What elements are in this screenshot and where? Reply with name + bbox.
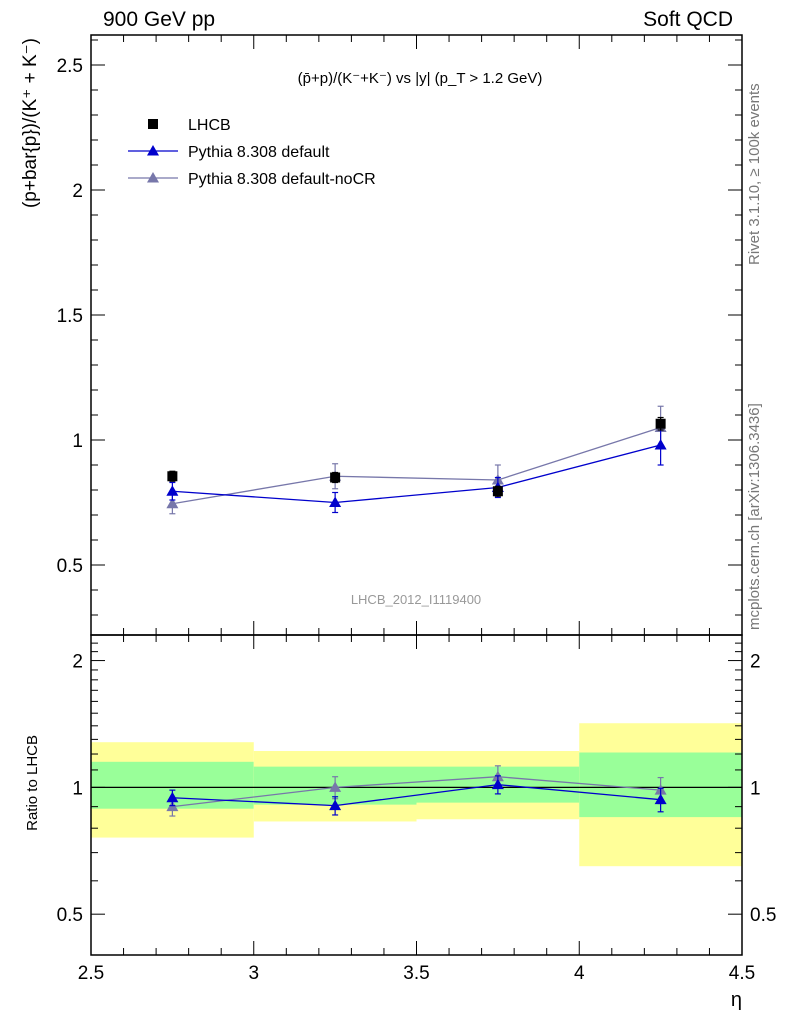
- ratio-point-default-1: [329, 799, 342, 811]
- legend-marker-noCR: [147, 172, 159, 183]
- main-y-tick-label: 2: [72, 181, 83, 202]
- main-y-tick-label: 2.5: [57, 56, 83, 77]
- legend-marker-default: [147, 145, 159, 156]
- main-y-axis-label: (p+bar{p})/(K⁺ + K⁻): [20, 38, 41, 208]
- ratio-y-tick-label-left: 1: [72, 778, 83, 799]
- ratio-point-default-0: [166, 791, 179, 803]
- legend: LHCB Pythia 8.308 default Pythia 8.308 def…: [128, 117, 376, 188]
- main-panel: 0.5 1 1.5 2 2.5 (p̄+p)/(K⁻+K⁻) vs |y| (p_T >…: [20, 34, 743, 636]
- ratio-y-tick-label-right: 1: [750, 778, 761, 799]
- data-point-default-1: [329, 496, 342, 507]
- data-point-default-3: [654, 439, 667, 450]
- data-point-noCR-0: [166, 497, 179, 509]
- x-tick-label: 4: [574, 963, 585, 984]
- ratio-y-tick-label-right: 2: [750, 652, 761, 673]
- legend-label-noCR: Pythia 8.308 default-noCR: [188, 171, 376, 188]
- ratio-point-default-3: [654, 793, 667, 805]
- series-line-default: [172, 444, 661, 504]
- data-point-data-0: [167, 471, 178, 482]
- main-y-tick-label: 1: [72, 431, 83, 452]
- legend-label-data: LHCB: [188, 117, 231, 134]
- ratio-line-noCR: [172, 776, 661, 808]
- ratio-y-axis-label: Ratio to LHCB: [24, 735, 41, 831]
- header-right-label: Soft QCD: [643, 8, 733, 31]
- ratio-y-tick-label-left: 0.5: [57, 905, 83, 926]
- data-point-default-0: [166, 485, 179, 496]
- legend-marker-data: [148, 119, 158, 129]
- ratio-point-default-2: [491, 778, 504, 790]
- main-chart-title: (p̄+p)/(K⁻+K⁻) vs |y| (p_T > 1.2 GeV): [298, 70, 543, 87]
- x-tick-label: 2.5: [78, 963, 104, 984]
- analysis-watermark: LHCB_2012_I1119400: [351, 592, 481, 607]
- main-y-tick-label: 1.5: [57, 306, 83, 327]
- ratio-panel: 0.5 0.5 1 1 2 2 2.5 3 3.5 4 4.5 Ratio to LHCB η: [24, 634, 776, 1011]
- data-point-data-1: [330, 472, 341, 483]
- series-line-noCR: [172, 426, 661, 505]
- ratio-point-noCR-1: [329, 781, 342, 792]
- main-y-tick-label: 0.5: [57, 556, 83, 577]
- x-axis-label: η: [731, 989, 742, 1011]
- legend-label-default: Pythia 8.308 default: [188, 144, 330, 161]
- data-point-data-2: [492, 486, 503, 497]
- x-tick-label: 4.5: [729, 963, 755, 984]
- x-tick-label: 3: [248, 963, 259, 984]
- header-left-label: 900 GeV pp: [103, 8, 216, 31]
- data-point-data-3: [655, 418, 666, 429]
- x-tick-label: 3.5: [403, 963, 429, 984]
- ratio-line-default: [172, 783, 661, 807]
- ratio-y-tick-label-right: 0.5: [750, 905, 776, 926]
- ratio-y-tick-label-left: 2: [72, 652, 83, 673]
